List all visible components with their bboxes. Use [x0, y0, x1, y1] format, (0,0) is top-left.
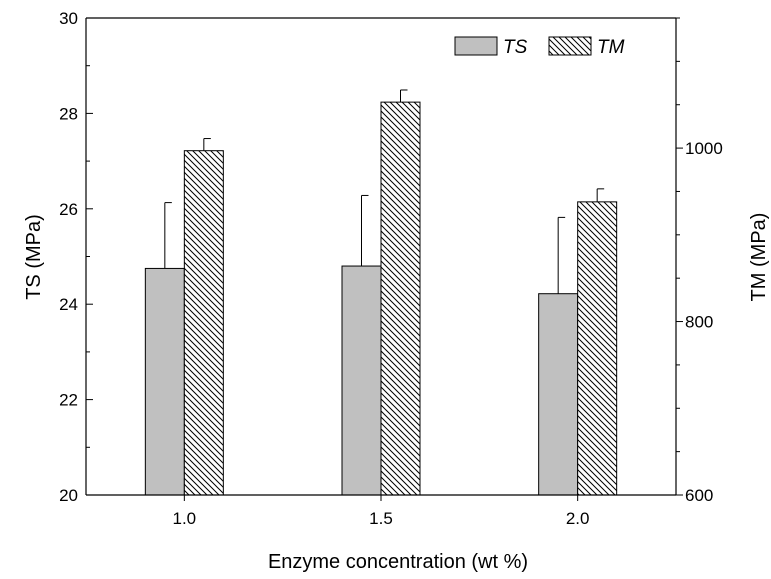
- y-axis-title: TS (MPa): [23, 214, 45, 300]
- y-tick-label: 20: [59, 486, 78, 505]
- bar-tm: [577, 201, 618, 496]
- legend-label-ts: TS: [503, 37, 528, 58]
- x-tick-label: 2.0: [566, 509, 590, 528]
- x-tick-label: 1.0: [173, 509, 197, 528]
- x-axis-title: Enzyme concentration (wt %): [268, 551, 528, 573]
- y-tick-label: 30: [59, 9, 78, 28]
- x-tick-label: 1.5: [369, 509, 393, 528]
- legend-swatch-ts: [454, 36, 498, 56]
- y-tick-label: 24: [59, 295, 78, 314]
- bar-tm: [380, 101, 421, 496]
- y2-tick-label: 600: [685, 486, 713, 505]
- y-tick-label: 22: [59, 391, 78, 410]
- bar-ts: [144, 267, 185, 496]
- bar-ts: [341, 265, 382, 496]
- legend-label-tm: TM: [597, 37, 625, 58]
- y2-axis-title: TM (MPa): [748, 213, 770, 302]
- y-tick-label: 28: [59, 104, 78, 123]
- legend-swatch-tm: [548, 36, 592, 56]
- y-tick-label: 26: [59, 200, 78, 219]
- y2-tick-label: 1000: [685, 139, 723, 158]
- y2-tick-label: 800: [685, 313, 713, 332]
- legend: TS TM: [454, 36, 625, 58]
- bar-tm: [183, 150, 224, 496]
- bar-ts: [538, 293, 579, 496]
